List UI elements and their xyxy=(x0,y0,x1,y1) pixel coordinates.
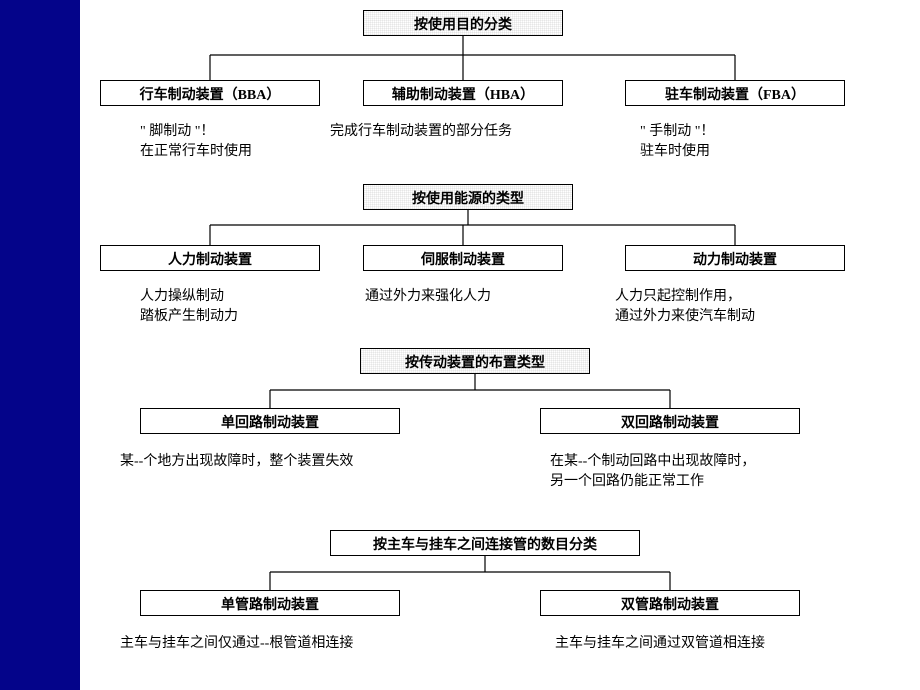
s2c3-desc-l2: 通过外力来使汽车制动 xyxy=(615,305,755,325)
s3c1-desc: 某--个地方出现故障时，整个装置失效 xyxy=(120,450,353,470)
section2-title: 按使用能源的类型 xyxy=(412,192,524,207)
s3c2-desc: 在某--个制动回路中出现故障时， 另一个回路仍能正常工作 xyxy=(550,450,755,490)
s2c1-desc-l1: 人力操纵制动 xyxy=(140,285,238,305)
s4c1-box: 单管路制动装置 xyxy=(140,590,400,616)
s4c2-label: 双管路制动装置 xyxy=(621,598,719,613)
s2c2-label: 伺服制动装置 xyxy=(421,253,505,268)
s4c2-desc: 主车与挂车之间通过双管道相连接 xyxy=(555,632,765,652)
s2c1-label: 人力制动装置 xyxy=(168,253,252,268)
s2c1-desc: 人力操纵制动 踏板产生制动力 xyxy=(140,285,238,325)
section1-title: 按使用目的分类 xyxy=(414,18,512,33)
s3c2-desc-l2: 另一个回路仍能正常工作 xyxy=(550,470,755,490)
s3c1-desc-l1: 某--个地方出现故障时，整个装置失效 xyxy=(120,450,353,470)
s4c2-box: 双管路制动装置 xyxy=(540,590,800,616)
s1c1-desc-l1: " 脚制动 "！ xyxy=(140,120,252,140)
s3c2-desc-l1: 在某--个制动回路中出现故障时， xyxy=(550,450,755,470)
s1c1-desc-l2: 在正常行车时使用 xyxy=(140,140,252,160)
paper-container: 按使用目的分类 行车制动装置（BBA） 辅助制动装置（HBA） 驻车制动装置（F… xyxy=(80,0,920,690)
s1c3-desc-l2: 驻车时使用 xyxy=(640,140,714,160)
s2c1-desc-l2: 踏板产生制动力 xyxy=(140,305,238,325)
section2-title-box: 按使用能源的类型 xyxy=(363,184,573,210)
section4-title-box: 按主车与挂车之间连接管的数目分类 xyxy=(330,530,640,556)
s1c3-label: 驻车制动装置（FBA） xyxy=(665,88,805,103)
s3c2-box: 双回路制动装置 xyxy=(540,408,800,434)
s1c2-desc-l1: 完成行车制动装置的部分任务 xyxy=(330,120,512,140)
s1c3-desc: " 手制动 "！ 驻车时使用 xyxy=(640,120,714,160)
s1c1-desc: " 脚制动 "！ 在正常行车时使用 xyxy=(140,120,252,160)
s2c2-desc-l1: 通过外力来强化人力 xyxy=(365,285,491,305)
s2c3-desc-l1: 人力只起控制作用， xyxy=(615,285,755,305)
section3-title-box: 按传动装置的布置类型 xyxy=(360,348,590,374)
section1-title-box: 按使用目的分类 xyxy=(363,10,563,36)
s2c2-box: 伺服制动装置 xyxy=(363,245,563,271)
s1c1-label: 行车制动装置（BBA） xyxy=(140,88,281,103)
s3c2-label: 双回路制动装置 xyxy=(621,416,719,431)
s4c1-desc: 主车与挂车之间仅通过--根管道相连接 xyxy=(120,632,353,652)
section4-title: 按主车与挂车之间连接管的数目分类 xyxy=(373,538,597,553)
s1c1-box: 行车制动装置（BBA） xyxy=(100,80,320,106)
s4c1-desc-l1: 主车与挂车之间仅通过--根管道相连接 xyxy=(120,632,353,652)
s1c2-label: 辅助制动装置（HBA） xyxy=(392,88,534,103)
s2c1-box: 人力制动装置 xyxy=(100,245,320,271)
s3c1-box: 单回路制动装置 xyxy=(140,408,400,434)
s2c3-box: 动力制动装置 xyxy=(625,245,845,271)
s1c2-desc: 完成行车制动装置的部分任务 xyxy=(330,120,512,140)
s4c2-desc-l1: 主车与挂车之间通过双管道相连接 xyxy=(555,632,765,652)
s3c1-label: 单回路制动装置 xyxy=(221,416,319,431)
section3-title: 按传动装置的布置类型 xyxy=(405,356,545,371)
s2c2-desc: 通过外力来强化人力 xyxy=(365,285,491,305)
s1c2-box: 辅助制动装置（HBA） xyxy=(363,80,563,106)
s4c1-label: 单管路制动装置 xyxy=(221,598,319,613)
s1c3-desc-l1: " 手制动 "！ xyxy=(640,120,714,140)
s2c3-desc: 人力只起控制作用， 通过外力来使汽车制动 xyxy=(615,285,755,325)
s2c3-label: 动力制动装置 xyxy=(693,253,777,268)
s1c3-box: 驻车制动装置（FBA） xyxy=(625,80,845,106)
